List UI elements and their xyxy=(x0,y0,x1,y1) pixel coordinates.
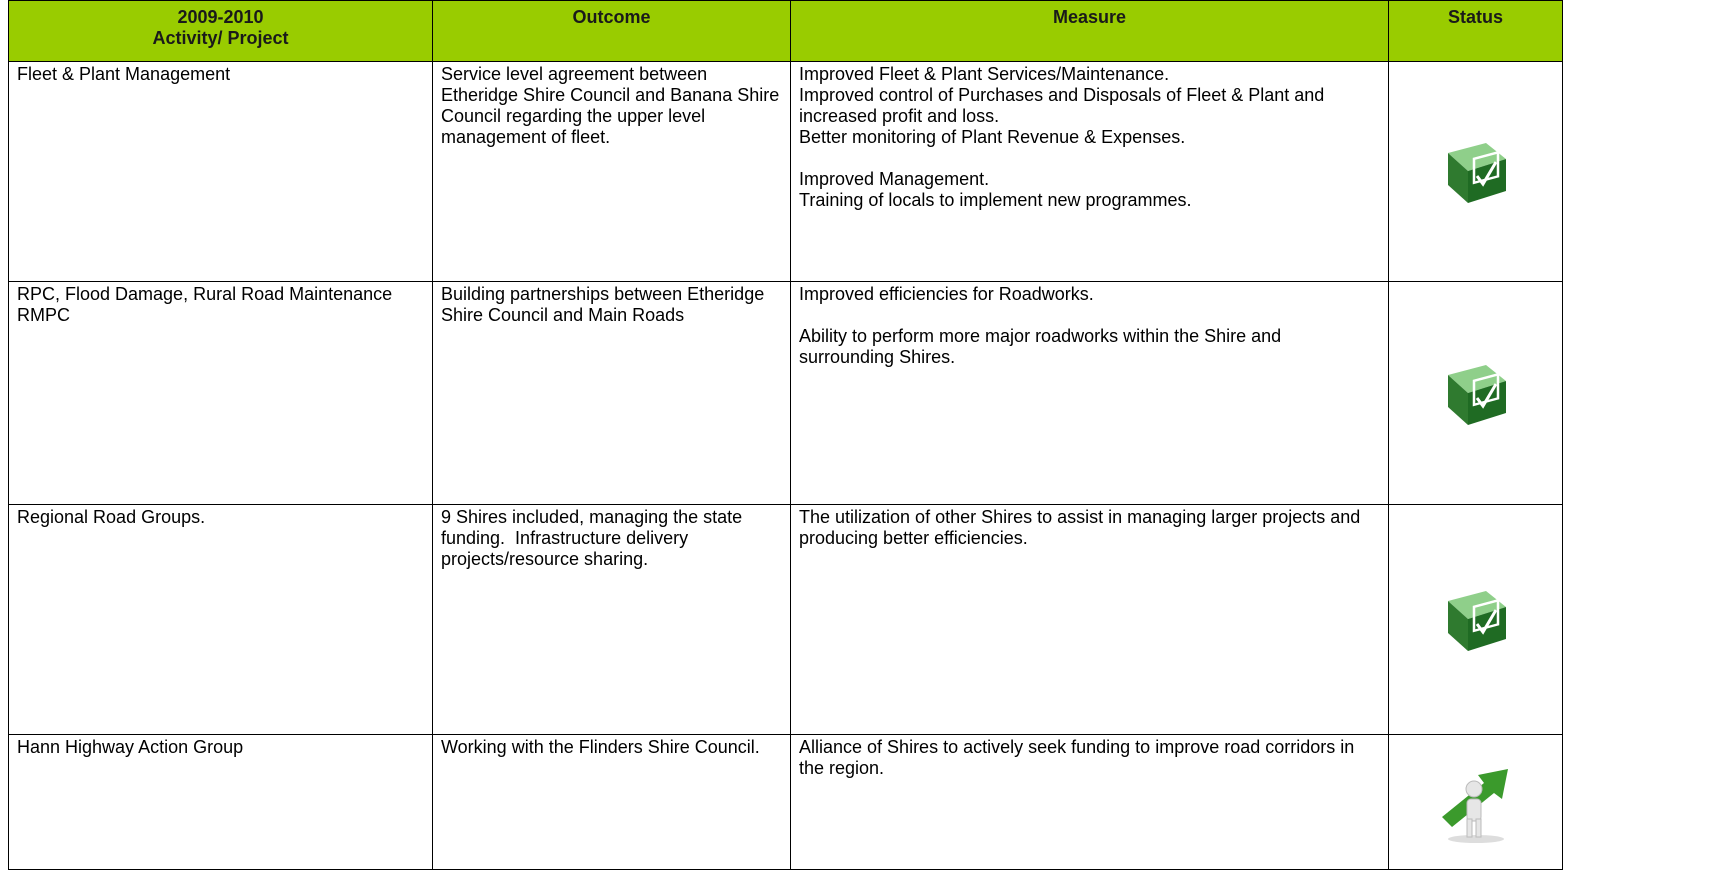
header-text: Activity/ Project xyxy=(152,28,289,48)
table-row: RPC, Flood Damage, Rural Road Maintenanc… xyxy=(8,281,1563,505)
measure-cell: Alliance of Shires to actively seek fund… xyxy=(790,734,1389,870)
table-body: Fleet & Plant Management Service level ag… xyxy=(8,61,1563,870)
measure-group: Improved efficiencies for Roadworks. xyxy=(799,284,1380,305)
header-text: 2009-2010 xyxy=(177,7,264,27)
outcome-cell: Working with the Flinders Shire Council. xyxy=(432,734,791,870)
outcome-cell: Building partnerships between Etheridge … xyxy=(432,281,791,505)
header-cell: Outcome xyxy=(432,0,791,62)
measure-group: Alliance of Shires to actively seek fund… xyxy=(799,737,1380,779)
measure-text: Better monitoring of Plant Revenue & Exp… xyxy=(799,127,1186,147)
header-cell: Measure xyxy=(790,0,1389,62)
table-row: Fleet & Plant Management Service level ag… xyxy=(8,61,1563,282)
measure-cell: The utilization of other Shires to assis… xyxy=(790,504,1389,735)
activity-text: RMPC xyxy=(17,305,70,325)
header-cell: 2009-2010 Activity/ Project xyxy=(8,0,433,62)
measure-group: Ability to perform more major roadworks … xyxy=(799,326,1380,368)
measure-cell: Improved efficiencies for Roadworks. Abil… xyxy=(790,281,1389,505)
activity-text: Fleet & Plant Management xyxy=(17,64,231,84)
check-icon xyxy=(1447,143,1506,203)
activity-text: Regional Road Groups. xyxy=(17,507,206,527)
table-row: Regional Road Groups. 9 Shires included, … xyxy=(8,504,1563,735)
activity-cell: Hann Highway Action Group xyxy=(8,734,433,870)
outcome-cell: Service level agreement between Etheridg… xyxy=(432,61,791,282)
outcome-cell: 9 Shires included, managing the state fu… xyxy=(432,504,791,735)
outcome-text: Working with the Flinders Shire Council. xyxy=(441,737,760,757)
measure-text: Improved efficiencies for Roadworks. xyxy=(799,284,1094,304)
status-table: 2009-2010 Activity/ Project Outcome Measu… xyxy=(8,0,1563,870)
measure-text: Alliance of Shires to actively seek fund… xyxy=(799,737,1355,778)
measure-group: Improved Management. Training of locals t… xyxy=(799,169,1380,211)
arrow-icon xyxy=(1441,768,1508,843)
activity-text: RPC, Flood Damage, Rural Road Maintenanc… xyxy=(17,284,393,304)
status-cell xyxy=(1388,734,1563,870)
table-row: Hann Highway Action Group Working with th… xyxy=(8,734,1563,870)
check-icon xyxy=(1447,364,1506,425)
header-cell: Status xyxy=(1388,0,1563,62)
measure-text: Improved Fleet & Plant Services/Maintena… xyxy=(799,64,1170,84)
activity-cell: Fleet & Plant Management xyxy=(8,61,433,282)
status-cell xyxy=(1388,61,1563,282)
measure-text: Training of locals to implement new prog… xyxy=(799,190,1192,210)
measure-text: Improved control of Purchases and Dispos… xyxy=(799,85,1325,126)
activity-cell: RPC, Flood Damage, Rural Road Maintenanc… xyxy=(8,281,433,505)
status-cell xyxy=(1388,504,1563,735)
activity-text: Hann Highway Action Group xyxy=(17,737,244,757)
measure-group: Improved Fleet & Plant Services/Maintena… xyxy=(799,64,1380,148)
outcome-text: Service level agreement between Etheridg… xyxy=(441,64,785,147)
outcome-text: 9 Shires included, managing the state fu… xyxy=(441,507,748,569)
measure-text: Ability to perform more major roadworks … xyxy=(799,326,1282,367)
measure-group: The utilization of other Shires to assis… xyxy=(799,507,1380,549)
measure-text: Improved Management. xyxy=(799,169,990,189)
check-icon xyxy=(1447,591,1506,651)
measure-cell: Improved Fleet & Plant Services/Maintena… xyxy=(790,61,1389,282)
measure-text: The utilization of other Shires to assis… xyxy=(799,507,1361,548)
status-cell xyxy=(1388,281,1563,505)
header-row: 2009-2010 Activity/ Project Outcome Measu… xyxy=(8,0,1563,62)
outcome-text: Building partnerships between Etheridge … xyxy=(441,284,770,325)
activity-cell: Regional Road Groups. xyxy=(8,504,433,735)
